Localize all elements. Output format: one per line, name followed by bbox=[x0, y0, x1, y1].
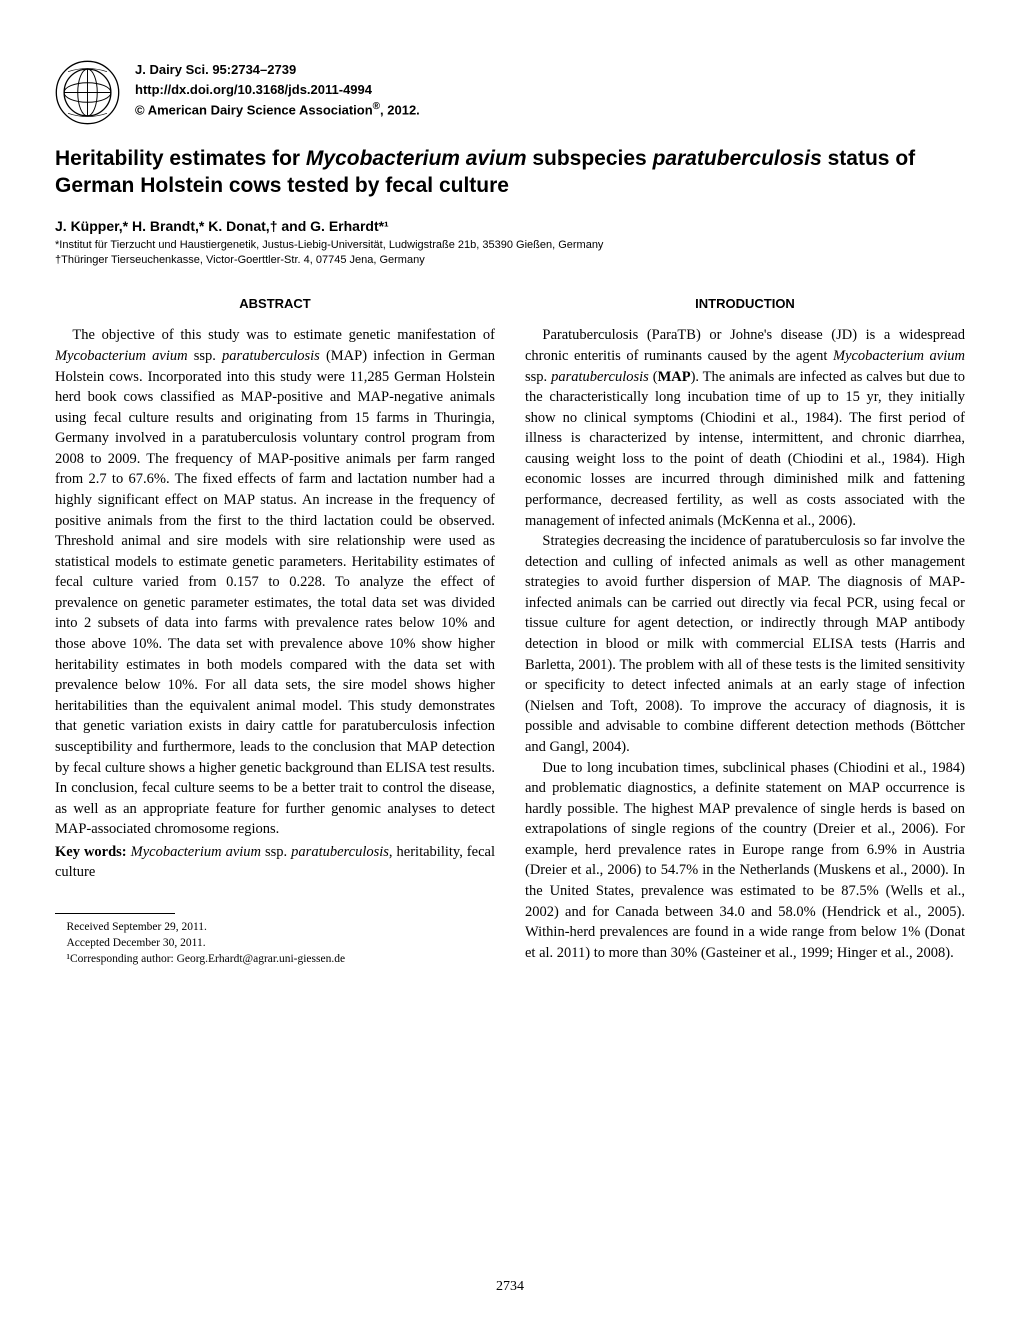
journal-header: J. Dairy Sci. 95:2734–2739 http://dx.doi… bbox=[55, 60, 965, 125]
affiliation-1: *Institut für Tierzucht und Haustiergene… bbox=[55, 238, 965, 253]
footnote-corresponding: ¹Corresponding author: Georg.Erhardt@agr… bbox=[55, 951, 495, 967]
article-title: Heritability estimates for Mycobacterium… bbox=[55, 145, 965, 200]
abstract-heading: ABSTRACT bbox=[55, 296, 495, 311]
journal-copyright: © American Dairy Science Association®, 2… bbox=[135, 99, 420, 120]
journal-doi: http://dx.doi.org/10.3168/jds.2011-4994 bbox=[135, 80, 420, 100]
journal-logo bbox=[55, 60, 120, 125]
intro-paragraph-2: Strategies decreasing the incidence of p… bbox=[525, 531, 965, 757]
affiliation-2: †Thüringer Tierseuchenkasse, Victor-Goer… bbox=[55, 253, 965, 268]
right-column: INTRODUCTION Paratuberculosis (ParaTB) o… bbox=[525, 296, 965, 967]
left-column: ABSTRACT The objective of this study was… bbox=[55, 296, 495, 967]
affiliations: *Institut für Tierzucht und Haustiergene… bbox=[55, 238, 965, 269]
intro-paragraph-3: Due to long incubation times, subclinica… bbox=[525, 758, 965, 964]
footnote-received: Received September 29, 2011. bbox=[55, 919, 495, 935]
authors: J. Küpper,* H. Brandt,* K. Donat,† and G… bbox=[55, 218, 965, 234]
introduction-heading: INTRODUCTION bbox=[525, 296, 965, 311]
footnote-rule bbox=[55, 913, 175, 914]
abstract-paragraph: The objective of this study was to estim… bbox=[55, 325, 495, 839]
footnote-accepted: Accepted December 30, 2011. bbox=[55, 935, 495, 951]
page-number: 2734 bbox=[496, 1279, 524, 1295]
journal-citation: J. Dairy Sci. 95:2734–2739 bbox=[135, 60, 420, 80]
content-columns: ABSTRACT The objective of this study was… bbox=[55, 296, 965, 967]
intro-paragraph-1: Paratuberculosis (ParaTB) or Johne's dis… bbox=[525, 325, 965, 531]
footnotes: Received September 29, 2011. Accepted De… bbox=[55, 919, 495, 967]
journal-info: J. Dairy Sci. 95:2734–2739 http://dx.doi… bbox=[135, 60, 420, 120]
keywords: Key words: Mycobacterium avium ssp. para… bbox=[55, 842, 495, 883]
